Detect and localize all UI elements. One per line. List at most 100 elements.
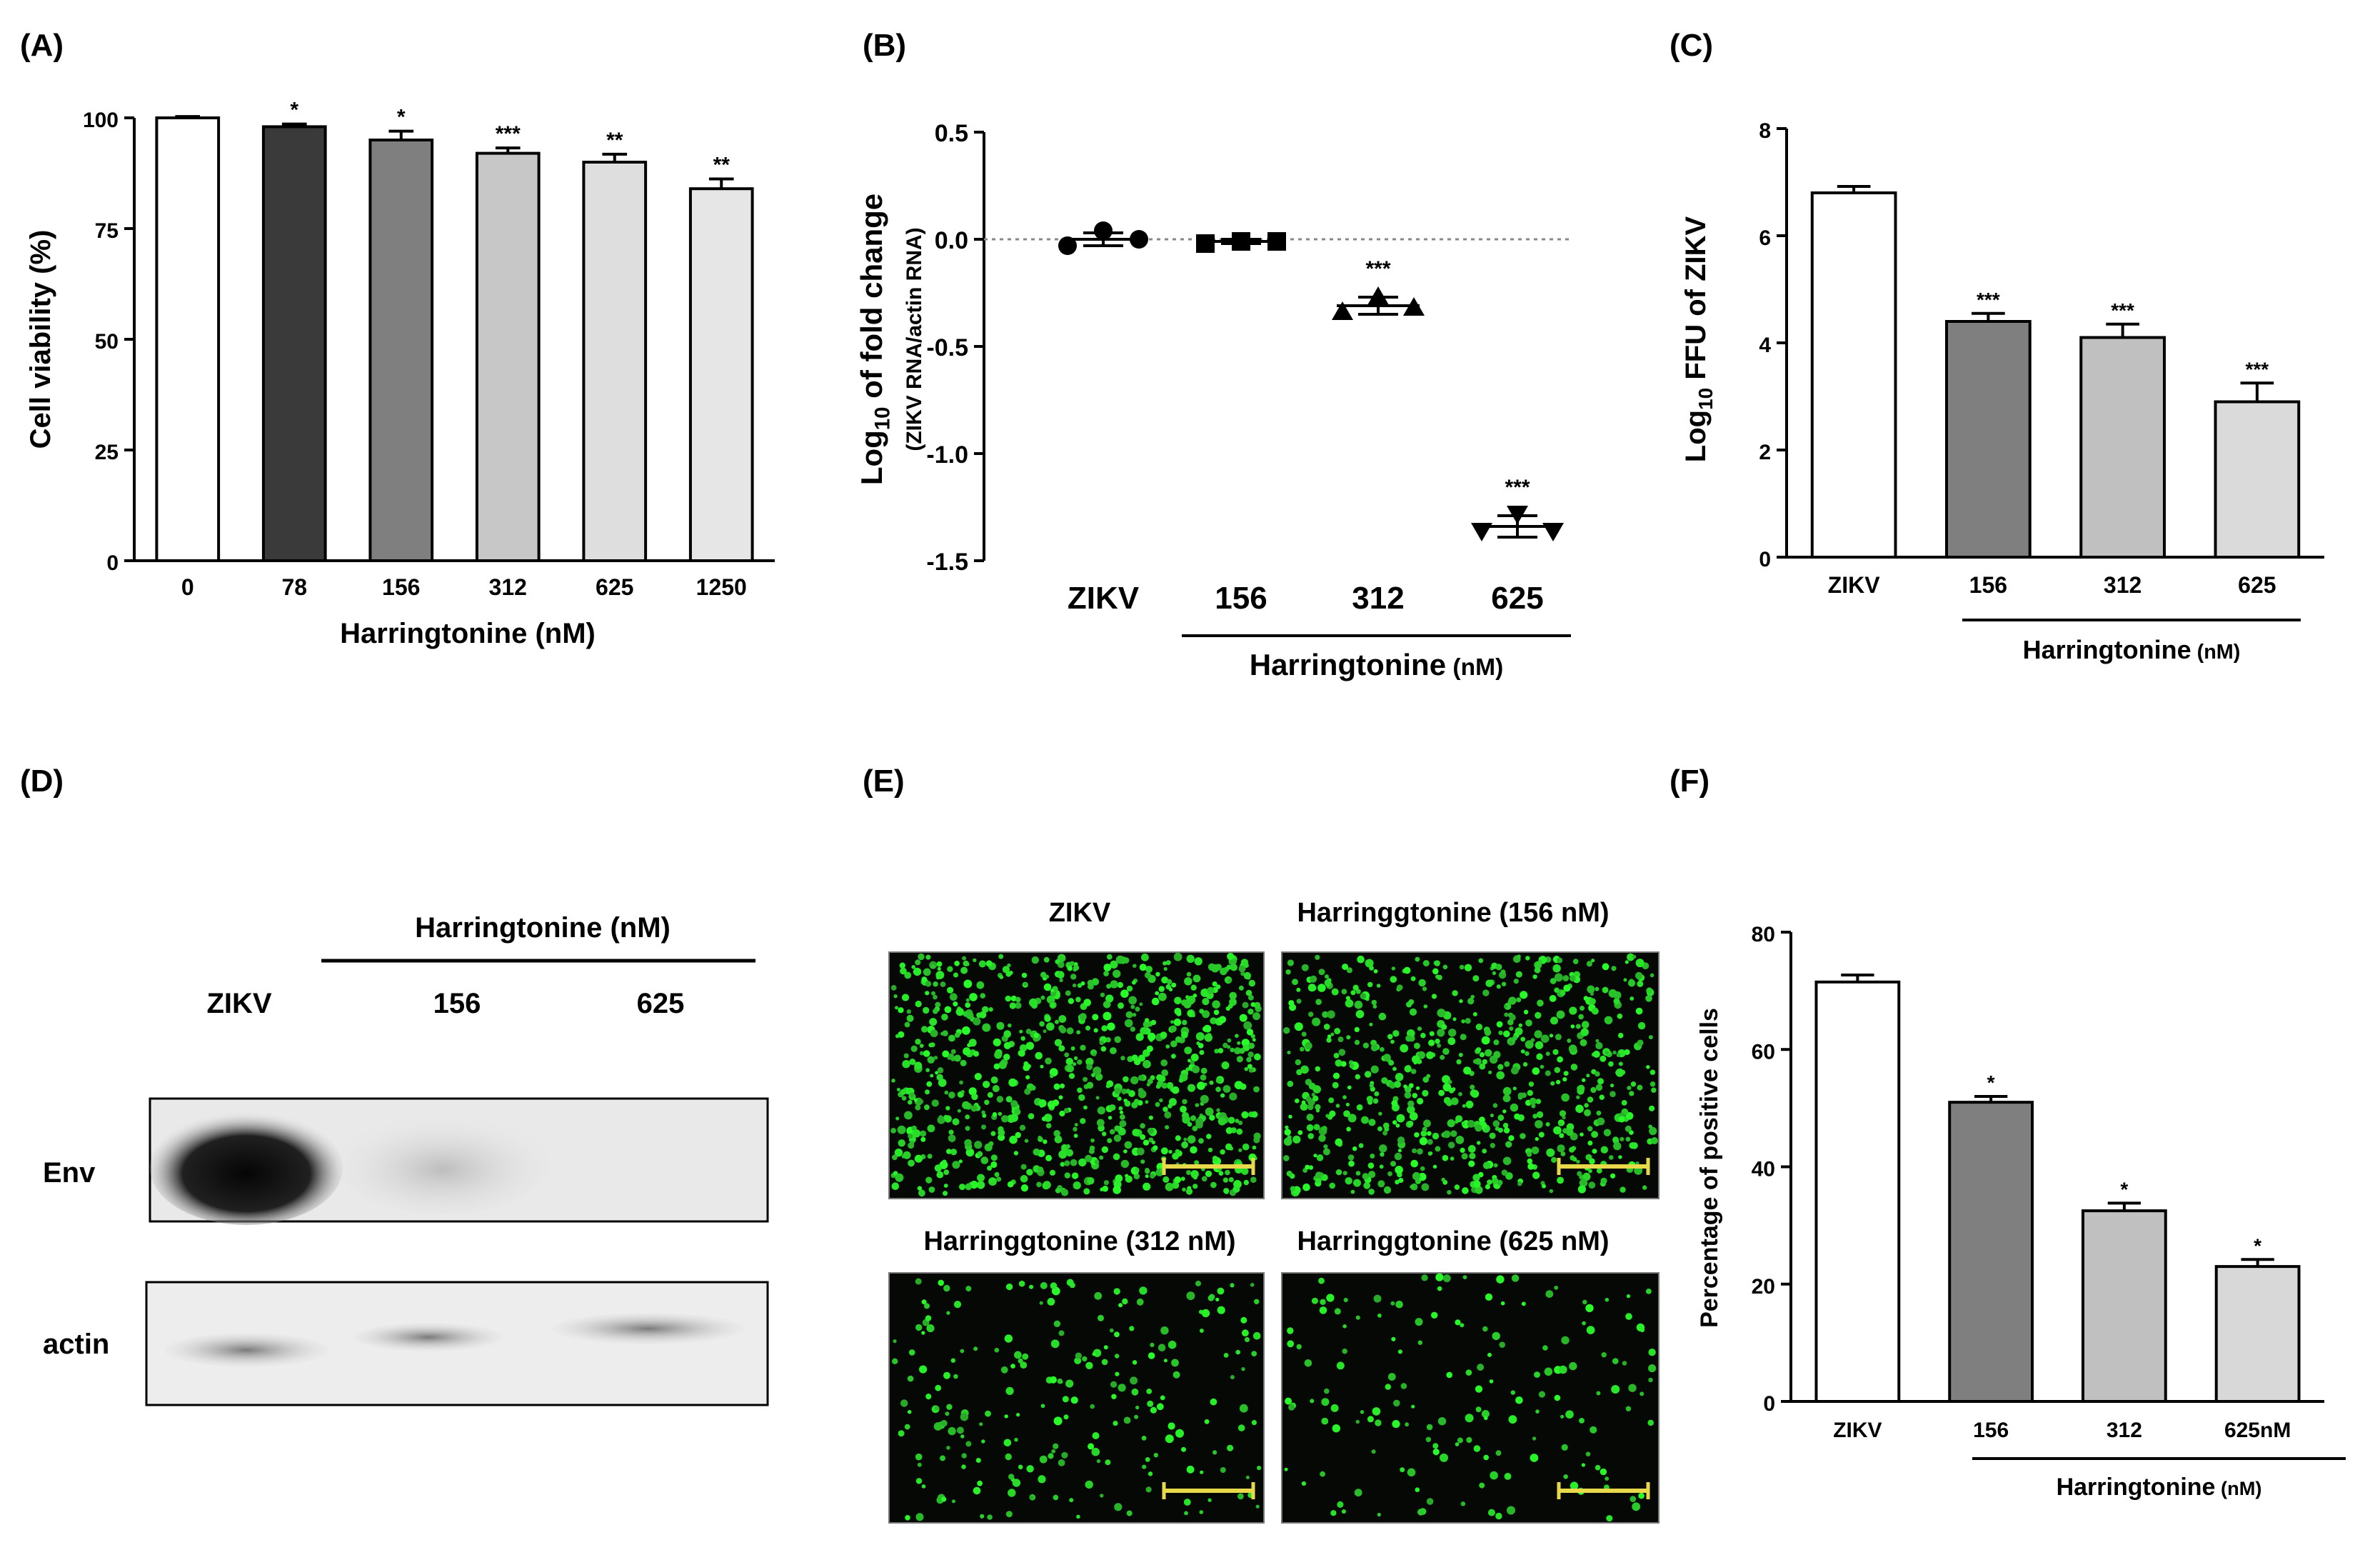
fluorescent-cell [1124,1141,1133,1149]
fluorescent-cell [1288,1404,1295,1411]
fluorescent-cell [1327,1010,1335,1019]
fluorescent-cell [1216,1108,1220,1112]
fluorescent-cell [1405,1422,1409,1427]
fluorescent-cell [923,1006,930,1014]
fluorescent-cell [1238,985,1244,991]
fluorescent-cell [1135,1006,1140,1012]
fluorescent-cell [1504,1004,1508,1009]
fluorescent-cell [1008,1474,1015,1480]
fluorescent-cell [1605,1476,1610,1481]
fluorescent-cell [1209,1080,1214,1085]
fluorescent-cell [998,1129,1005,1136]
fluorescent-cell [1650,1069,1656,1075]
fluorescent-cell [1195,1103,1200,1107]
fluorescent-cell [1310,975,1317,983]
fluorescent-cell [1308,1011,1314,1017]
fluorescent-cell [994,1171,1000,1177]
fluorescent-cell [1119,1120,1127,1128]
fluorescent-cell [923,968,931,976]
fluorescent-cell [1550,978,1557,984]
fluorescent-cell [1497,1127,1503,1133]
fluorescent-cell [944,1006,952,1014]
fluorescent-cell [1305,1164,1310,1170]
fluorescent-cell [891,1182,900,1190]
fluorescent-cell [960,1413,969,1421]
fluorescent-cell [1171,1359,1179,1367]
fluorescent-cell [980,1156,989,1164]
fluorescent-cell [892,1154,898,1161]
category-label: ZIKV [1833,1419,1882,1442]
fluorescent-cell [1489,1132,1496,1139]
fluorescent-cell [1201,1176,1207,1182]
fluorescent-cell [1534,1030,1542,1039]
fluorescent-cell [1485,1293,1493,1301]
fluorescent-cell [1393,1399,1400,1407]
fluorescent-cell [1618,1061,1623,1066]
fluorescent-cell [1630,1081,1637,1087]
fluorescent-cell [1313,1124,1320,1131]
fluorescent-cell [1098,1314,1104,1321]
fluorescent-cell [1536,1111,1544,1119]
fluorescent-cell [968,1087,977,1096]
fluorescent-cell [1148,1115,1153,1120]
fluorescent-cell [1145,966,1153,973]
fluorescent-cell [1527,1151,1532,1157]
fluorescent-cell [898,1031,905,1038]
fluorescent-cell [1059,1026,1067,1034]
fluorescent-cell [890,985,897,991]
fluorescent-cell [982,1114,987,1118]
fluorescent-cell [1470,1084,1475,1090]
fluorescent-cell [1460,1147,1465,1153]
fluorescent-cell [1243,1021,1252,1030]
fluorescent-cell [1422,1089,1429,1097]
fluorescent-cell [1592,1149,1597,1154]
fluorescent-cell [938,1279,944,1286]
fluorescent-cell [1387,1171,1392,1176]
fluorescent-cell [915,1513,924,1521]
fluorescent-cell [1065,1057,1074,1066]
fluorescent-cell [893,994,898,999]
micro-image-zikv [888,951,1265,1199]
y-axis-label: Cell viability (%) [25,230,56,449]
fluorescent-cell [1538,1131,1545,1138]
category-label: 312 [2107,1419,2142,1442]
fluorescent-cell [915,959,921,966]
fluorescent-cell [1227,979,1232,983]
fluorescent-cell [900,1399,908,1407]
fluorescent-cell [1109,1104,1116,1111]
fluorescent-cell [1479,1063,1486,1070]
fluorescent-cell [1103,964,1112,971]
fluorescent-cell [985,1410,991,1417]
fluorescent-cell [1044,1015,1051,1022]
fluorescent-cell [1645,995,1652,1002]
fluorescent-cell [1063,1108,1070,1114]
fluorescent-cell [1092,1014,1099,1021]
significance-label: * [1987,1071,1995,1094]
fluorescent-cell [1632,1502,1641,1511]
fluorescent-cell [1165,1125,1170,1130]
fluorescent-cell [918,953,925,961]
significance-label: *** [496,122,521,146]
fluorescent-cell [940,981,946,987]
fluorescent-cell [906,1009,912,1014]
fluorescent-cell [1140,1123,1145,1129]
fluorescent-cell [933,1056,938,1060]
fluorescent-cell [1215,1087,1220,1092]
micro-image-625 [1281,1272,1660,1524]
fluorescent-cell [1114,1036,1121,1044]
fluorescent-cell [1171,982,1177,988]
fluorescent-cell [1329,1182,1335,1189]
fluorescent-cell [1561,1336,1570,1345]
fluorescent-cell [1373,969,1378,974]
fluorescent-cell [1138,1088,1144,1094]
fluorescent-cell [1382,1122,1390,1129]
fluorescent-cell [1040,995,1045,1000]
fluorescent-cell [1475,1406,1482,1413]
y-axis-label-part: Log [1680,410,1712,462]
fluorescent-cell [1570,1155,1575,1161]
fluorescent-cell [981,1439,985,1444]
fluorescent-cell [1534,961,1542,969]
fluorescent-cell [1292,979,1298,986]
fluorescent-cell [1205,1107,1214,1116]
fluorescent-cell [1525,1019,1532,1026]
